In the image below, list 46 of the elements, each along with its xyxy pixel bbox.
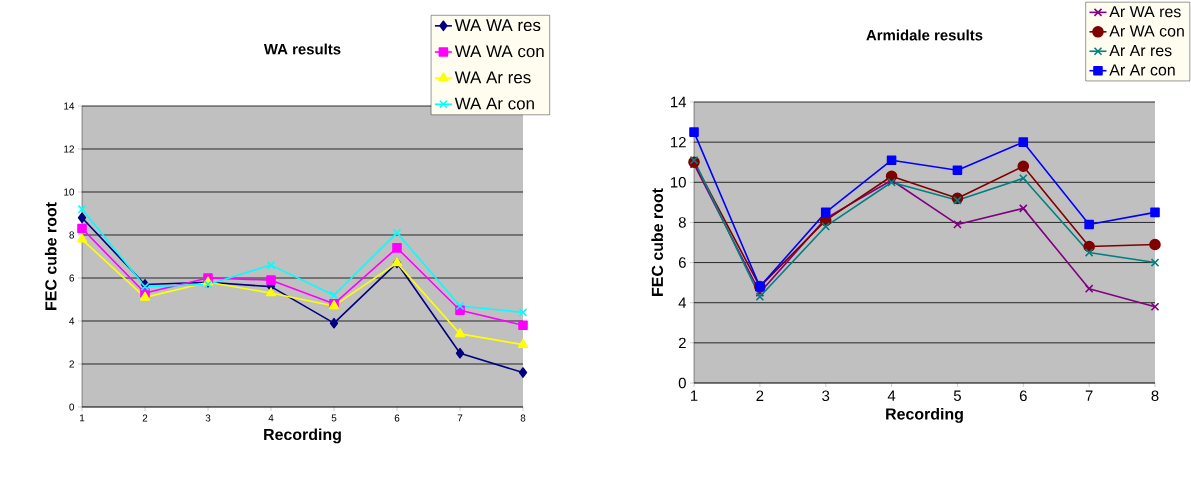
y-axis-title: FEC cube root — [651, 188, 664, 296]
x-tick-label: 5 — [331, 414, 337, 422]
x-tick-label: 1 — [690, 390, 698, 401]
x-tick-label: 8 — [520, 414, 526, 422]
x-tick-label: 2 — [142, 414, 148, 422]
x-tick-label: 3 — [822, 390, 830, 402]
y-tick-label: 8 — [678, 217, 686, 228]
chart-title: Armidale results — [866, 29, 983, 41]
x-tick-label: 5 — [953, 390, 961, 401]
legend-label: WA WA res — [454, 19, 541, 32]
y-tick-label: 10 — [671, 176, 686, 188]
x-tick-label: 6 — [1019, 390, 1027, 402]
y-tick-label: 4 — [678, 297, 687, 308]
x-axis-title: Recording — [886, 407, 963, 423]
x-tick-label: 4 — [268, 414, 274, 422]
legend-label: WA Ar con — [454, 97, 534, 110]
y-tick-label: 8 — [69, 231, 75, 239]
y-tick-label: 4 — [69, 317, 75, 325]
y-tick-label: 10 — [64, 188, 75, 196]
y-tick-label: 0 — [69, 403, 75, 411]
y-tick-label: 2 — [678, 337, 686, 349]
legend-label: Ar WA res — [1109, 6, 1181, 18]
x-tick-label: 3 — [205, 414, 211, 422]
x-tick-label: 4 — [887, 390, 896, 401]
y-tick-label: 12 — [64, 145, 74, 153]
y-tick-label: 14 — [64, 102, 75, 110]
x-tick-label: 7 — [1085, 390, 1093, 401]
legend-label: WA Ar res — [454, 71, 531, 84]
legend-label: Ar Ar res — [1109, 45, 1172, 57]
x-tick-label: 1 — [80, 414, 85, 422]
y-tick-label: 14 — [671, 96, 687, 108]
y-tick-label: 6 — [69, 274, 75, 282]
x-tick-label: 6 — [394, 414, 400, 422]
x-tick-label: 8 — [1151, 390, 1159, 402]
y-axis-title: FEC cube root — [44, 202, 57, 310]
x-tick-label: 7 — [457, 414, 463, 422]
y-tick-label: 6 — [678, 257, 686, 268]
legend-label: Ar WA con — [1109, 25, 1184, 37]
x-tick-label: 2 — [756, 390, 764, 401]
legend-label: Ar Ar con — [1109, 64, 1175, 76]
x-axis-title: Recording — [264, 428, 341, 444]
chart-title: WA results — [263, 43, 341, 55]
y-tick-label: 12 — [671, 136, 686, 148]
legend-label: WA WA con — [454, 45, 544, 58]
y-tick-label: 0 — [678, 377, 686, 389]
y-tick-label: 2 — [69, 360, 74, 368]
